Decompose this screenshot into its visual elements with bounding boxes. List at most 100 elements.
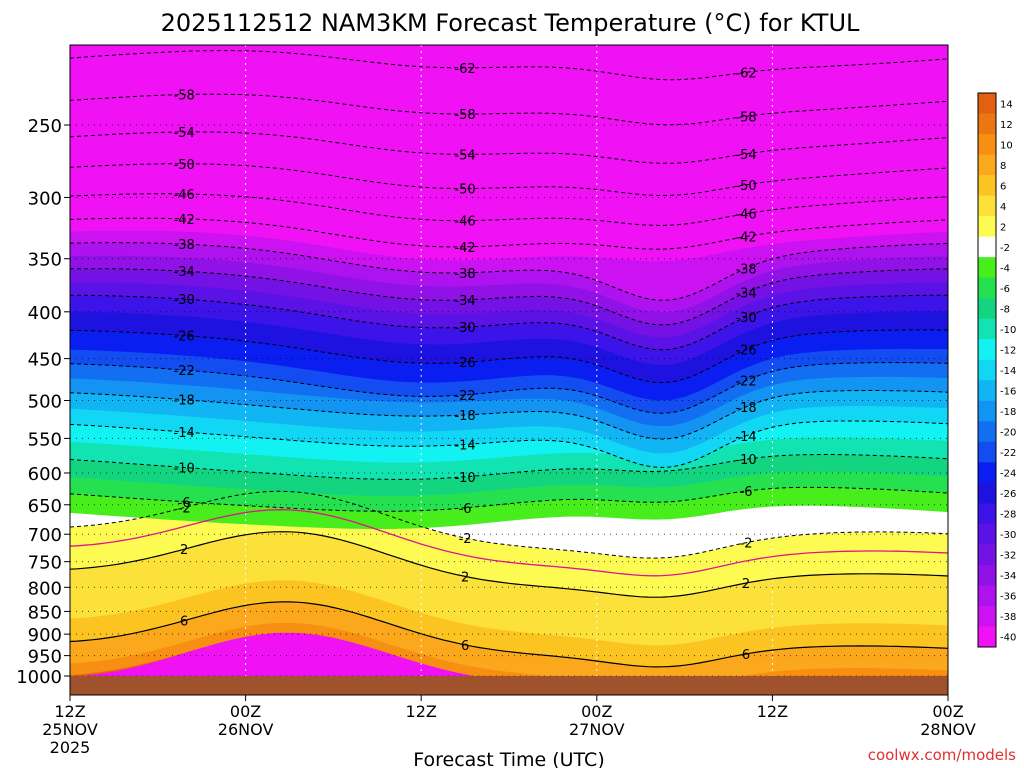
x-tick-label: 26NOV [218,720,274,739]
contour-label: -22 [174,364,195,379]
colorbar-label: 6 [1000,181,1006,192]
colorbar-label: -10 [1000,325,1016,336]
colorbar-swatch [978,134,996,155]
contour-label: -6 [459,502,472,517]
y-tick-label: 750 [28,553,62,574]
colorbar-frame [977,92,997,648]
temperature-band [70,45,948,262]
colorbar-swatch [978,482,996,504]
gridlines [70,45,948,695]
colorbar-label: -4 [1000,263,1010,274]
colorbar-swatch [978,113,996,135]
colorbar-label: -36 [1000,592,1016,603]
contour-line [70,294,948,351]
contour-label: 6 [461,639,469,654]
colorbar-swatch [978,564,996,586]
colorbar-swatch [978,605,996,627]
contour-label: 2 [461,570,469,585]
colorbar-swatch [978,400,996,422]
contour-label: -42 [735,231,756,246]
contour-label: -54 [174,126,195,141]
contour-label: -14 [735,430,756,445]
contour-label: -18 [174,394,195,409]
chart-title: 2025112512 NAM3KM Forecast Temperature (… [161,9,860,37]
y-tick-label: 450 [28,350,62,371]
contour-label: 6 [742,648,750,663]
contour-label: -62 [454,62,475,77]
y-tick-label: 700 [28,525,62,546]
y-tick-label: 600 [28,464,62,485]
contour-label: -38 [174,238,195,253]
colorbar-label: -16 [1000,387,1016,398]
contour-label: -50 [454,183,475,198]
colorbar-label: -20 [1000,428,1016,439]
colorbar-swatch [978,441,996,463]
contour-label: -58 [174,89,195,104]
contour-label: -14 [454,438,475,453]
colorbar-swatch [978,339,996,361]
x-tick-label: 12Z [757,702,788,721]
isotherm-contours: -62 -62-58-58 -58-54-54 -54-50-50 -50-46-46-… [70,50,948,668]
x-axis-label: Forecast Time (UTC) [413,749,604,768]
x-tick-label: 00Z [932,702,963,721]
y-tick-label: 650 [28,496,62,517]
colorbar-label: -38 [1000,612,1016,623]
colorbar-label: 14 [1000,99,1013,110]
contour-label: -10 [174,461,195,476]
contour-label: -42 [174,213,195,228]
colorbar-label: 2 [1000,222,1006,233]
y-tick-label: 850 [28,602,62,623]
contour-label: -10 [735,453,756,468]
x-tick-label: 25NOV [42,720,98,739]
colorbar-swatch [978,257,996,279]
colorbar-label: -30 [1000,530,1016,541]
contour-line [70,329,948,384]
y-tick-label: 400 [28,303,62,324]
colorbar-label: -28 [1000,510,1016,521]
contour-label: -10 [454,471,475,486]
x-tick-label: 12Z [406,702,437,721]
contour-label: 2 [742,577,750,592]
contour-line [70,217,948,250]
contour-label: -18 [735,401,756,416]
contour-label: 2 [180,543,188,558]
y-tick-label: 800 [28,578,62,599]
contour-label: -62 [735,66,756,81]
x-tick-label: 28NOV [920,720,976,739]
contour-label: -26 [735,344,756,359]
contour-label: -26 [454,356,475,371]
contour-label: -30 [735,311,756,326]
colorbar-label: 12 [1000,120,1013,131]
contour-label: 6 [180,615,188,630]
colorbar-swatch [978,216,996,238]
contour-label: -2 [459,532,472,547]
contour-label: -22 [735,375,756,390]
contour-line [70,601,948,668]
colorbar-swatch [978,503,996,525]
colorbar-label: 10 [1000,140,1013,151]
colorbar-swatch [978,277,996,299]
colorbar-swatch [978,421,996,443]
contour-line [70,420,948,468]
colorbar-label: -26 [1000,489,1016,500]
y-tick-label: 1000 [16,667,62,688]
x-tick-label: 27NOV [569,720,625,739]
colorbar-label: -22 [1000,448,1016,459]
colorbar-swatch [978,154,996,176]
contour-line [70,531,948,598]
y-tick-label: 500 [28,392,62,413]
colorbar-label: -24 [1000,469,1016,480]
colorbar-label: 8 [1000,161,1006,172]
contour-line [70,362,948,414]
contour-line [70,490,948,559]
contour-label: -50 [735,179,756,194]
temperature-bands [70,45,948,695]
y-tick-label: 250 [28,116,62,137]
y-tick-label: 950 [28,647,62,668]
contour-label: -26 [174,330,195,345]
colorbar-swatch [978,523,996,545]
x-tick-label: 12Z [54,702,85,721]
colorbar-label: -6 [1000,284,1010,295]
y-axis: 2503003504004505005506006507007508008509… [16,116,70,688]
